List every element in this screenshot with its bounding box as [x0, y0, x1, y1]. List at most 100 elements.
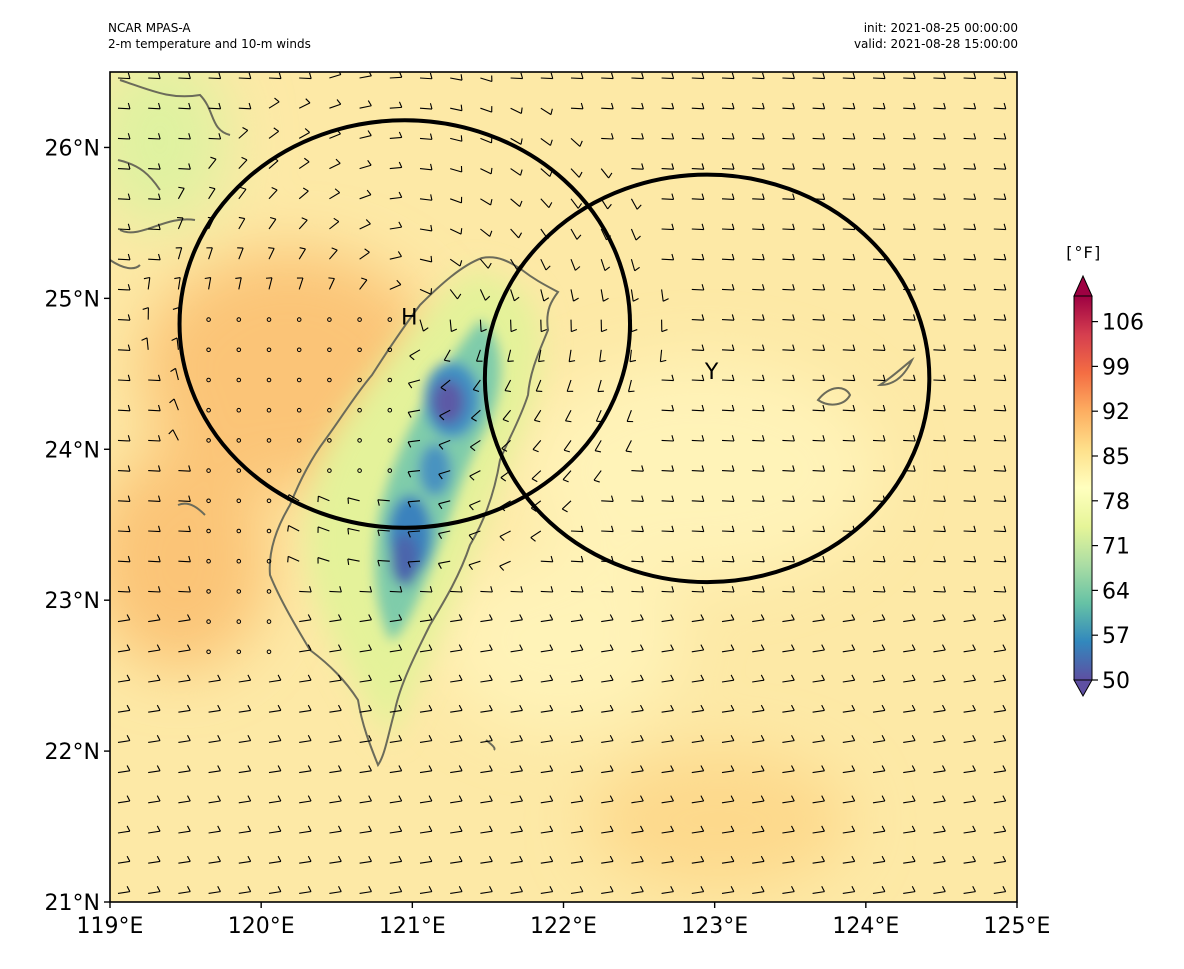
- wind-barb-flag: [641, 102, 644, 109]
- wind-barb-flag: [701, 435, 705, 442]
- wind-barb-shaft: [631, 530, 644, 533]
- wind-barb-shaft: [963, 800, 976, 804]
- wind-barb-shaft: [812, 77, 825, 80]
- wind-barb-shaft: [782, 228, 795, 231]
- wind-barb-flag: [127, 193, 131, 200]
- wind-barb-flag: [821, 735, 825, 741]
- wind-barb-flag: [158, 586, 161, 593]
- valid-time: valid: 2021-08-28 15:00:00: [853, 37, 1018, 51]
- wind-barb-flag: [307, 644, 312, 651]
- wind-barb-flag: [609, 855, 614, 862]
- wind-barb-flag: [731, 495, 735, 502]
- wind-barb-flag: [440, 387, 447, 392]
- wind-barb-flag: [532, 449, 539, 453]
- wind-barb-shaft: [540, 77, 553, 80]
- wind-barb-shaft: [117, 800, 130, 804]
- wind-barb-shaft: [530, 530, 542, 539]
- wind-barb-shaft: [570, 649, 583, 653]
- wind-barb-flag: [543, 297, 550, 302]
- wind-barb-shaft: [117, 470, 131, 472]
- wind-barb-shaft: [993, 891, 1006, 894]
- wind-barb-shaft: [842, 590, 855, 593]
- wind-barb-flag: [187, 825, 191, 832]
- colorbar-frame: [1073, 295, 1093, 681]
- wind-barb-flag: [731, 344, 735, 351]
- wind-barb-shaft: [117, 379, 131, 382]
- wind-barb-shaft: [438, 530, 451, 535]
- wind-barb-shaft: [812, 679, 825, 683]
- wind-barb-flag: [852, 102, 856, 109]
- wind-barb-flag: [127, 495, 131, 502]
- wind-barb-flag: [334, 188, 341, 194]
- wind-barb-flag: [760, 614, 765, 621]
- wind-barb-flag: [973, 102, 977, 109]
- wind-barb-shaft: [570, 679, 583, 683]
- wind-barb-flag: [217, 765, 221, 772]
- wind-barb-shaft: [812, 439, 825, 442]
- wind-barb-flag: [852, 284, 856, 291]
- wind-barb-shaft: [963, 349, 976, 351]
- wind-barb-flag: [973, 435, 977, 442]
- wind-barb-flag: [611, 133, 614, 140]
- wind-barb-flag: [549, 886, 554, 892]
- wind-barb-shaft: [510, 590, 523, 593]
- wind-barb-shaft: [176, 337, 179, 350]
- calm-wind-marker: [296, 347, 302, 353]
- wind-barb-flag: [188, 586, 191, 593]
- colorbar-tick-label: 78: [1102, 490, 1130, 515]
- wind-barb-shaft: [599, 349, 602, 362]
- wind-barb-flag: [247, 886, 252, 892]
- wind-barb-flag: [762, 525, 765, 532]
- wind-barb-flag: [158, 435, 161, 442]
- wind-barb-shaft: [782, 439, 795, 442]
- wind-barb-shaft: [148, 891, 161, 894]
- wind-barb-shaft: [631, 740, 644, 743]
- wind-barb-flag: [943, 163, 946, 170]
- wind-barb-flag: [913, 72, 916, 79]
- wind-barb-flag: [640, 704, 644, 711]
- wind-barb-flag: [366, 189, 372, 196]
- wind-barb-flag: [973, 344, 977, 351]
- calm-wind-marker: [206, 317, 211, 322]
- wind-barb-flag: [156, 795, 161, 802]
- wind-barb-shaft: [597, 379, 602, 392]
- wind-barb-flag: [943, 525, 946, 532]
- wind-barb-flag: [549, 139, 553, 146]
- wind-barb-shaft: [117, 770, 130, 774]
- wind-barb-flag: [942, 704, 946, 711]
- wind-barb-shaft: [933, 258, 946, 261]
- wind-barb-flag: [700, 704, 705, 711]
- wind-barb-shaft: [812, 860, 825, 864]
- wind-barb-shaft: [782, 409, 795, 412]
- wind-barb-flag: [158, 525, 161, 532]
- wind-barb-shaft: [782, 770, 795, 774]
- wind-barb-flag: [670, 614, 674, 621]
- wind-barb-flag: [852, 404, 856, 411]
- wind-barb-shaft: [359, 279, 368, 290]
- wind-barb-shaft: [842, 137, 855, 140]
- wind-barb-flag: [973, 133, 977, 140]
- wind-barb-flag: [792, 465, 795, 472]
- wind-barb-shaft: [268, 891, 281, 894]
- wind-barb-flag: [377, 499, 380, 506]
- wind-barb-shaft: [208, 188, 216, 200]
- wind-barb-shaft: [389, 590, 402, 593]
- wind-barb-shaft: [510, 800, 523, 804]
- wind-barb-flag: [731, 253, 735, 260]
- wind-barb-flag: [338, 795, 342, 802]
- wind-barb-shaft: [329, 103, 341, 109]
- wind-barb-shaft: [691, 679, 704, 683]
- wind-barb-flag: [490, 167, 493, 174]
- wind-barb-shaft: [449, 319, 452, 332]
- calm-wind-marker: [206, 558, 211, 564]
- wind-barb-flag: [791, 886, 795, 892]
- wind-barb-flag: [365, 219, 371, 225]
- wind-barb-shaft: [449, 289, 458, 300]
- wind-barb-flag: [429, 133, 433, 140]
- mountain-core: [374, 320, 501, 640]
- wind-barb-flag: [852, 374, 856, 381]
- wind-barb-flag: [641, 495, 644, 502]
- wind-barb-shaft: [842, 860, 855, 864]
- wind-barb-shaft: [268, 770, 281, 774]
- wind-barb-shaft: [903, 560, 916, 563]
